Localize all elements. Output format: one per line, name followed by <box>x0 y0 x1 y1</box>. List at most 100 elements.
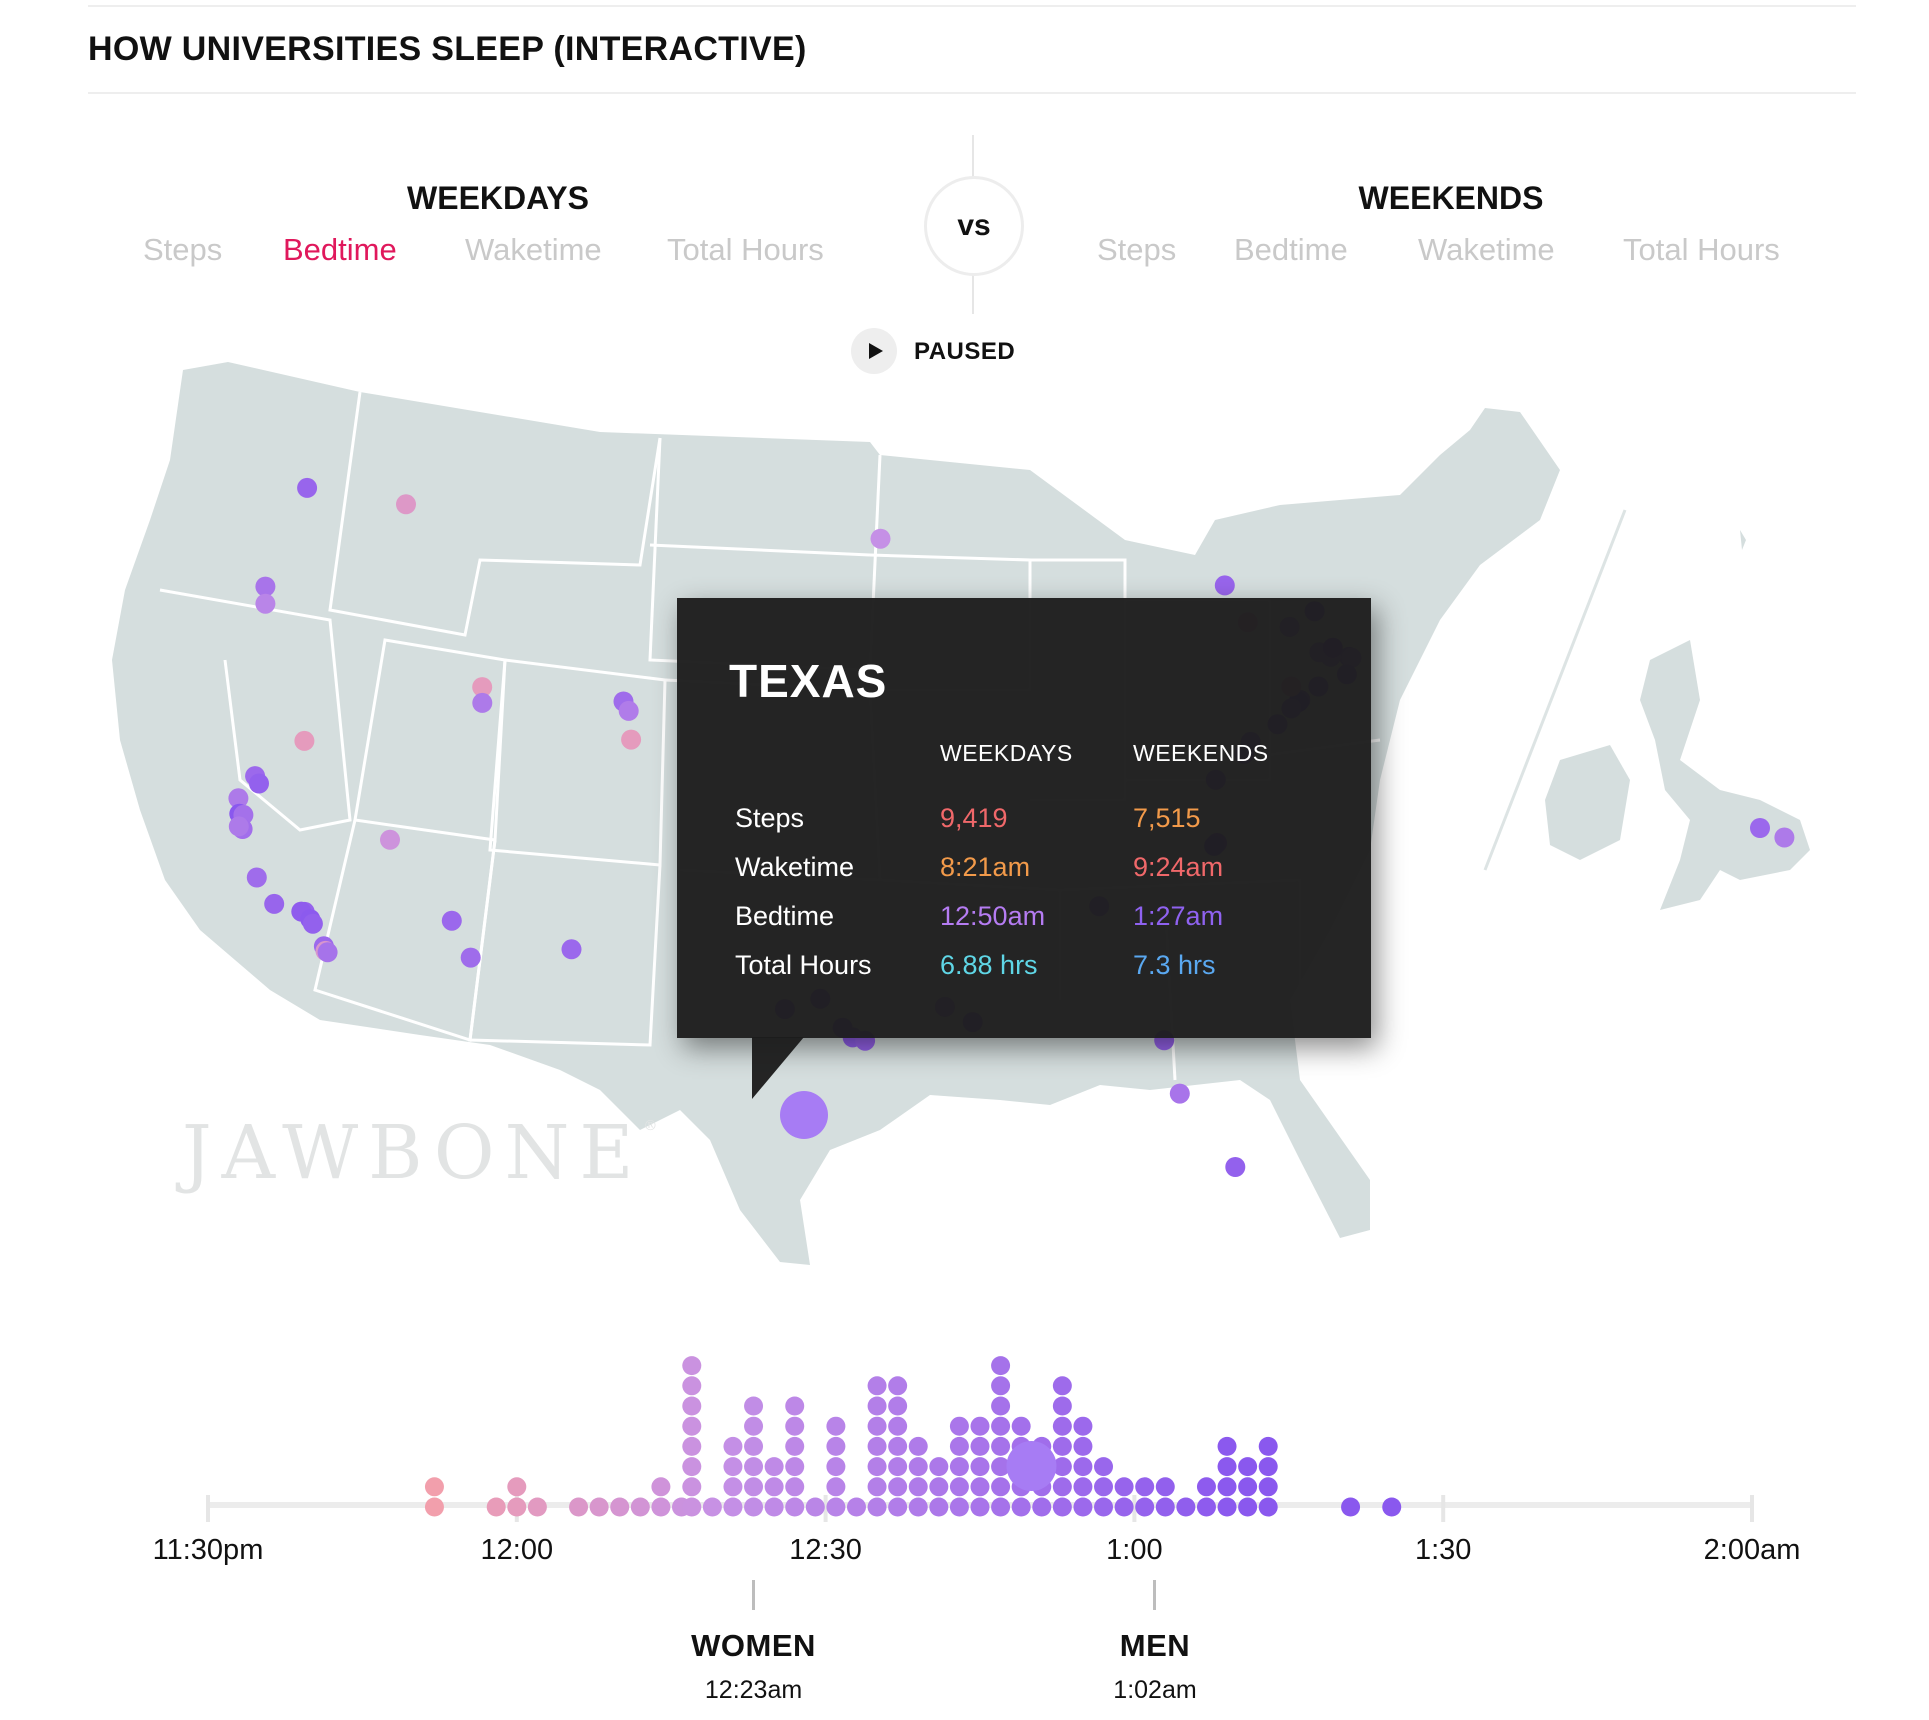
university-dot[interactable] <box>618 700 639 721</box>
university-dot[interactable] <box>294 730 315 751</box>
swarm-dot[interactable] <box>867 1396 887 1416</box>
swarm-dot[interactable] <box>1032 1497 1052 1517</box>
swarm-dot[interactable] <box>1217 1457 1237 1477</box>
swarm-dot[interactable] <box>1052 1396 1072 1416</box>
swarm-dot[interactable] <box>682 1396 702 1416</box>
swarm-dot[interactable] <box>991 1477 1011 1497</box>
university-dot[interactable] <box>249 773 269 794</box>
swarm-dot[interactable] <box>929 1457 949 1477</box>
swarm-dot[interactable] <box>908 1497 928 1517</box>
weekends-total-hours-tab[interactable]: Total Hours <box>1623 232 1780 267</box>
swarm-dot[interactable] <box>888 1376 908 1396</box>
swarm-dot[interactable] <box>908 1477 928 1497</box>
swarm-dot[interactable] <box>1176 1497 1196 1517</box>
swarm-dot[interactable] <box>888 1477 908 1497</box>
swarm-dot[interactable] <box>1258 1497 1278 1517</box>
swarm-dot[interactable] <box>1217 1497 1237 1517</box>
swarm-dot[interactable] <box>1217 1477 1237 1497</box>
swarm-dot[interactable] <box>1238 1477 1258 1497</box>
swarm-dot[interactable] <box>888 1497 908 1517</box>
university-dot[interactable] <box>380 829 400 850</box>
swarm-dot[interactable] <box>867 1436 887 1456</box>
swarm-dot[interactable] <box>929 1477 949 1497</box>
university-dot[interactable] <box>255 576 276 597</box>
swarm-dot[interactable] <box>826 1436 846 1456</box>
swarm-dot[interactable] <box>744 1497 764 1517</box>
university-dot[interactable] <box>472 692 493 713</box>
swarm-dot[interactable] <box>1073 1477 1093 1497</box>
swarm-highlight-texas[interactable] <box>1006 1441 1057 1491</box>
swarm-dot[interactable] <box>1052 1416 1072 1436</box>
university-dot[interactable] <box>621 729 642 750</box>
swarm-dot[interactable] <box>610 1497 630 1517</box>
university-dot[interactable] <box>228 816 249 837</box>
swarm-dot[interactable] <box>785 1436 805 1456</box>
swarm-dot[interactable] <box>785 1497 805 1517</box>
swarm-dot[interactable] <box>651 1477 671 1497</box>
weekdays-steps-tab[interactable]: Steps <box>143 232 223 267</box>
swarm-dot[interactable] <box>682 1416 702 1436</box>
swarm-dot[interactable] <box>1382 1497 1402 1517</box>
swarm-dot[interactable] <box>1094 1497 1114 1517</box>
swarm-dot[interactable] <box>702 1497 722 1517</box>
swarm-dot[interactable] <box>785 1477 805 1497</box>
swarm-dot[interactable] <box>723 1497 743 1517</box>
swarm-dot[interactable] <box>1258 1457 1278 1477</box>
weekends-bedtime-tab[interactable]: Bedtime <box>1234 232 1348 267</box>
swarm-dot[interactable] <box>826 1497 846 1517</box>
swarm-dot[interactable] <box>744 1396 764 1416</box>
swarm-dot[interactable] <box>1052 1457 1072 1477</box>
university-dot[interactable] <box>1225 1157 1246 1177</box>
swarm-dot[interactable] <box>744 1416 764 1436</box>
swarm-dot[interactable] <box>949 1497 969 1517</box>
swarm-dot[interactable] <box>846 1497 866 1517</box>
weekdays-waketime-tab[interactable]: Waketime <box>465 232 602 267</box>
swarm-dot[interactable] <box>991 1396 1011 1416</box>
swarm-dot[interactable] <box>682 1436 702 1456</box>
swarm-dot[interactable] <box>1135 1477 1155 1497</box>
swarm-dot[interactable] <box>949 1416 969 1436</box>
swarm-dot[interactable] <box>991 1416 1011 1436</box>
swarm-dot[interactable] <box>1094 1457 1114 1477</box>
swarm-dot[interactable] <box>744 1477 764 1497</box>
swarm-dot[interactable] <box>1073 1436 1093 1456</box>
swarm-dot[interactable] <box>867 1497 887 1517</box>
university-dot[interactable] <box>1750 818 1770 838</box>
swarm-dot[interactable] <box>1155 1497 1175 1517</box>
swarm-dot[interactable] <box>723 1436 743 1456</box>
swarm-dot[interactable] <box>888 1457 908 1477</box>
swarm-dot[interactable] <box>991 1436 1011 1456</box>
swarm-dot[interactable] <box>486 1497 506 1517</box>
swarm-dot[interactable] <box>507 1477 527 1497</box>
swarm-dot[interactable] <box>888 1396 908 1416</box>
university-dot[interactable] <box>472 677 493 698</box>
swarm-dot[interactable] <box>1052 1376 1072 1396</box>
swarm-dot[interactable] <box>424 1497 444 1517</box>
swarm-dot[interactable] <box>1258 1436 1278 1456</box>
swarm-dot[interactable] <box>764 1457 784 1477</box>
swarm-dot[interactable] <box>888 1416 908 1436</box>
swarm-dot[interactable] <box>1217 1436 1237 1456</box>
swarm-dot[interactable] <box>949 1457 969 1477</box>
swarm-dot[interactable] <box>908 1436 928 1456</box>
university-dot[interactable] <box>561 939 582 960</box>
university-dot[interactable] <box>228 788 249 809</box>
university-dot[interactable] <box>870 528 891 549</box>
swarm-dot[interactable] <box>682 1457 702 1477</box>
university-dot[interactable] <box>1214 575 1235 596</box>
university-dot[interactable] <box>264 893 285 914</box>
swarm-dot[interactable] <box>764 1477 784 1497</box>
swarm-dot[interactable] <box>970 1457 990 1477</box>
university-dot[interactable] <box>460 947 481 968</box>
swarm-dot[interactable] <box>589 1497 609 1517</box>
swarm-dot[interactable] <box>1073 1497 1093 1517</box>
swarm-dot[interactable] <box>867 1457 887 1477</box>
swarm-dot[interactable] <box>826 1416 846 1436</box>
swarm-dot[interactable] <box>1258 1477 1278 1497</box>
university-dot[interactable] <box>1169 1083 1190 1104</box>
swarm-dot[interactable] <box>908 1457 928 1477</box>
university-dot[interactable] <box>302 913 323 934</box>
swarm-dot[interactable] <box>826 1457 846 1477</box>
swarm-dot[interactable] <box>764 1497 784 1517</box>
swarm-dot[interactable] <box>867 1416 887 1436</box>
